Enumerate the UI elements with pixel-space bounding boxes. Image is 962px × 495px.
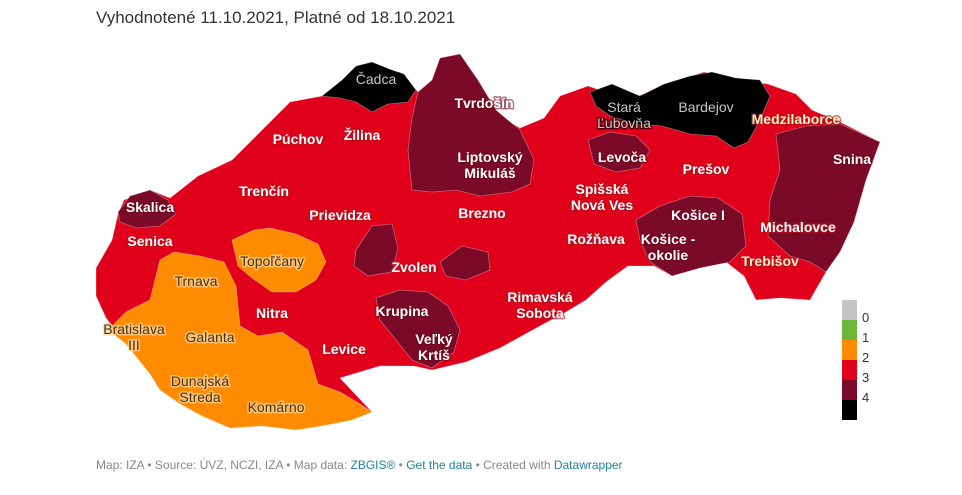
legend-label-4: 4: [862, 390, 870, 405]
label-levice: Levice: [322, 341, 366, 357]
label-puchov: Púchov: [273, 131, 324, 147]
label-zvolen: Zvolen: [391, 259, 436, 275]
label-krupina: Krupina: [376, 303, 429, 319]
region-black-cadca[interactable]: [320, 61, 417, 113]
legend-label-2: 2: [862, 350, 870, 365]
label-spisska-1: Spišská: [576, 181, 629, 197]
region-dark-skalica[interactable]: [117, 189, 177, 229]
label-bardejov: Bardejov: [678, 99, 733, 115]
region-dark-kosice[interactable]: [635, 195, 747, 277]
footer-sep-1: •: [395, 458, 407, 472]
label-velky-2: Krtíš: [418, 347, 450, 363]
label-topolcany: Topoľčany: [240, 253, 304, 269]
legend-item-4: 4: [842, 380, 902, 405]
legend-label-0: 0: [862, 310, 870, 325]
legend-swatch-0: [842, 300, 857, 320]
legend-swatch-5: [842, 400, 857, 420]
region-orange-west[interactable]: [107, 251, 373, 431]
region-orange-topolcany[interactable]: [231, 227, 327, 293]
legend-item-5: [842, 400, 902, 420]
label-senica: Senica: [127, 233, 172, 249]
label-spisska-2: Nová Ves: [571, 197, 633, 213]
label-roznava: Rožňava: [567, 231, 625, 247]
legend-swatch-2: [842, 340, 857, 360]
label-liptovsky-1: Liptovský: [457, 149, 523, 165]
region-dark-north[interactable]: [407, 53, 535, 197]
label-cadca: Čadca: [356, 71, 397, 87]
legend-swatch-3: [842, 360, 857, 380]
map-title: Vyhodnotené 11.10.2021, Platné od 18.10.…: [96, 8, 456, 27]
region-dark-zvolen[interactable]: [353, 223, 399, 277]
region-black-northeast[interactable]: [589, 71, 771, 149]
region-dark-krupina[interactable]: [375, 289, 461, 369]
label-kosice-okolie-1: Košice -: [641, 231, 696, 247]
legend-item-1: 1: [842, 320, 902, 345]
label-stara-2: Ľubovňa: [597, 115, 651, 131]
label-skalica: Skalica: [126, 199, 174, 215]
get-the-data-link[interactable]: Get the data: [406, 458, 473, 472]
label-presov: Prešov: [683, 161, 730, 177]
label-rimavska-1: Rimavská: [507, 289, 573, 305]
label-snina: Snina: [833, 151, 871, 167]
legend-label-3: 3: [862, 370, 870, 385]
label-prievidza: Prievidza: [309, 207, 371, 223]
legend-label-1: 1: [862, 330, 870, 345]
label-medzilaborce: Medzilaborce: [752, 111, 841, 127]
legend-item-3: 3: [842, 360, 902, 385]
legend-swatch-1: [842, 320, 857, 340]
label-dunajska-1: Dunajská: [171, 373, 230, 389]
label-galanta: Galanta: [185, 329, 234, 345]
label-velky-1: Veľký: [415, 331, 453, 347]
region-dark-levoca[interactable]: [587, 131, 651, 173]
label-bratislava-2: III: [128, 337, 140, 353]
label-brezno: Brezno: [458, 205, 505, 221]
label-levoca: Levoča: [598, 149, 646, 165]
legend-item-2: 2: [842, 340, 902, 365]
label-nitra: Nitra: [256, 305, 288, 321]
region-dark-zvolen-east[interactable]: [439, 245, 491, 281]
label-rimavska-2: Sobota: [516, 305, 564, 321]
label-michalovce: Michalovce: [760, 219, 836, 235]
label-tvrdosin: Tvrdošín: [454, 95, 513, 111]
label-zilina: Žilina: [344, 126, 381, 143]
zbgis-link[interactable]: ZBGIS®: [350, 458, 396, 472]
footer-sep-2: • Created with: [472, 458, 554, 472]
label-liptovsky-2: Mikuláš: [464, 165, 516, 181]
region-dark-east[interactable]: [767, 123, 881, 273]
datawrapper-link[interactable]: Datawrapper: [553, 458, 623, 472]
label-komarno: Komárno: [248, 399, 305, 415]
label-stara-1: Stará: [607, 99, 641, 115]
label-trnava: Trnava: [174, 273, 217, 289]
footer-credits: Map: IZA • Source: ÚVZ, NCZI, IZA • Map …: [96, 458, 623, 472]
label-trencin: Trenčín: [239, 183, 289, 199]
legend-item-0: 0: [842, 300, 902, 325]
footer-prefix: Map: IZA • Source: ÚVZ, NCZI, IZA • Map …: [96, 458, 351, 472]
label-kosice1: Košice I: [671, 207, 725, 223]
label-bratislava-1: Bratislava: [103, 321, 165, 337]
legend-swatch-4: [842, 380, 857, 400]
label-dunajska-2: Streda: [179, 389, 220, 405]
label-trebisov: Trebišov: [741, 253, 799, 269]
label-kosice-okolie-2: okolie: [648, 247, 689, 263]
